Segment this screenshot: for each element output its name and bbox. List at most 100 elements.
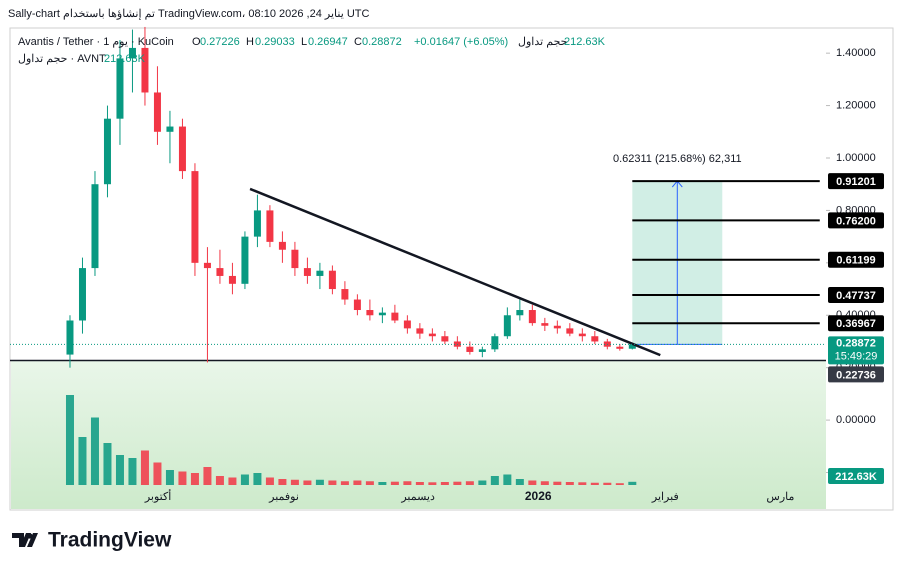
volume-bar [378, 482, 387, 485]
candle-body [128, 47, 136, 59]
volume-bar [103, 443, 112, 485]
support-tag [828, 366, 884, 383]
volume-bar [190, 473, 199, 485]
candle-body [528, 310, 536, 324]
volume-title: حجم تداول [518, 36, 567, 48]
ohlc-label: L [301, 36, 307, 48]
volume-bar [115, 455, 124, 485]
header: Sally-chart تم إنشاؤها باستخدام TradingV… [8, 8, 370, 20]
candle-body [491, 336, 499, 350]
support-zone [11, 360, 826, 509]
volume: 212.63K [104, 53, 146, 65]
volume-tag [828, 468, 884, 484]
plot: أكتوبر نوفمبر ديسمبر 2026 فبراير مارس 0.62311 … [10, 26, 826, 503]
price-axis: 1.400001.200001.000000.800000.600000.400… [826, 47, 884, 484]
candle-body [541, 323, 549, 326]
level-tag [828, 212, 884, 229]
candle-body [503, 315, 511, 337]
volume-bar [203, 467, 212, 485]
candle-body [303, 268, 311, 276]
candle-body [553, 325, 561, 329]
volume-bar [228, 477, 237, 485]
price-label: 0.28872 [836, 337, 876, 349]
volume-bar [440, 482, 449, 485]
volume-bar [240, 474, 249, 485]
volume-bar [215, 476, 224, 485]
volume: 212.63K [564, 36, 606, 48]
candle-body [391, 312, 399, 321]
close: 0.28872 [362, 36, 402, 48]
volume-bar [415, 482, 424, 485]
volume-bar [128, 458, 137, 485]
candle-body [178, 126, 186, 172]
level-label: 0.36967 [836, 318, 876, 330]
volume-bar [590, 482, 599, 485]
candle-body [328, 270, 336, 290]
volume-bar [265, 477, 274, 485]
volume-bar [515, 479, 524, 485]
volume-bar [165, 470, 174, 485]
candle-body [416, 328, 424, 334]
ohlc-label: O [192, 36, 201, 48]
volume-bar [603, 482, 612, 485]
volume-bar [478, 480, 487, 485]
level-label: 0.91201 [836, 176, 876, 188]
volume-bar [365, 481, 374, 485]
candle-body [241, 236, 249, 284]
candle-body [316, 270, 324, 276]
support-label: 0.22736 [836, 369, 876, 381]
candle-body [341, 289, 349, 300]
countdown: 15:49:29 [835, 350, 878, 362]
ohlc-label: C [354, 36, 362, 48]
candle-body [278, 241, 286, 250]
x-tick-label: 2026 [525, 489, 552, 503]
ohlc-label: H [246, 36, 254, 48]
bg-layer [11, 360, 826, 509]
volume-bar [278, 479, 287, 485]
x-tick-label: نوفمبر [268, 491, 299, 503]
candle-body [516, 310, 524, 316]
legend: Avantis / Tether · 1 يوم · KuCoin O 0.27… [18, 36, 606, 65]
volume-bar [465, 481, 474, 485]
candle-body [478, 349, 486, 352]
open: 0.27226 [200, 36, 240, 48]
volume-line: حجم تداول · AVNT [18, 53, 106, 65]
y-tick-label: 1.00000 [836, 152, 876, 164]
candle-body [378, 312, 386, 316]
volume-bar [553, 481, 562, 485]
volume-bar [153, 462, 162, 485]
level-label: 0.76200 [836, 215, 876, 227]
candle-body [141, 47, 149, 93]
volume-bar [490, 476, 499, 485]
volume-bar [303, 480, 312, 485]
candle-body [366, 310, 374, 316]
volume-bar [315, 479, 324, 485]
candle-body [216, 268, 224, 276]
candle-body [228, 275, 236, 284]
y-tick-label: 0.00000 [836, 414, 876, 426]
level-label: 0.61199 [836, 255, 875, 267]
volume-bar [540, 481, 549, 485]
price-tag [828, 336, 884, 365]
candle-body [116, 58, 124, 119]
level-label: 0.47737 [836, 290, 876, 302]
volume-bar [340, 481, 349, 485]
candle-body [66, 320, 74, 355]
brand: TradingView [48, 529, 172, 552]
candle-body [628, 344, 636, 349]
candle-body [466, 346, 474, 352]
candle-body [78, 268, 86, 321]
x-tick-label: ديسمبر [400, 491, 435, 503]
candle-body [428, 333, 436, 337]
candle-body [191, 171, 199, 263]
x-tick-label: فبراير [651, 491, 679, 503]
y-tick-label: 1.20000 [836, 99, 876, 111]
candle-body [578, 333, 586, 337]
trendline [249, 187, 661, 357]
level-tag [828, 286, 884, 303]
volume-label: 212.63K [835, 471, 877, 483]
level-tag [828, 315, 884, 332]
low: 0.26947 [308, 36, 348, 48]
candle-body [266, 210, 274, 242]
